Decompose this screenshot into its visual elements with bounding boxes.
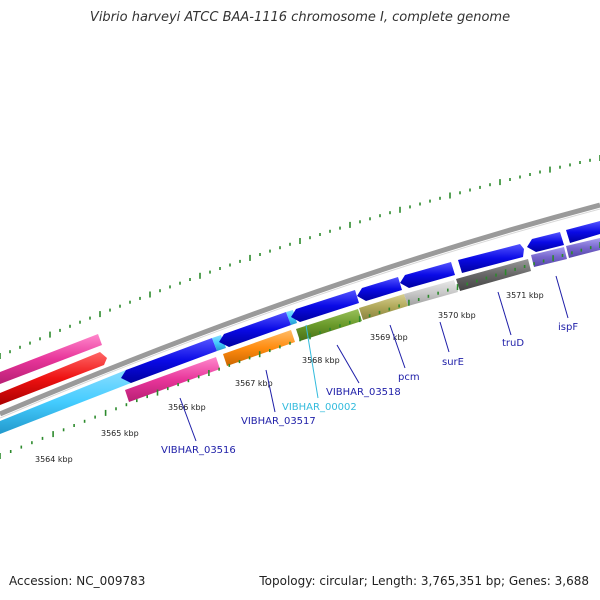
scale-label: 3568 kbp <box>302 356 340 365</box>
cds-blue-1 <box>121 338 217 383</box>
feature-green-vibhar-03518 <box>296 309 362 341</box>
scale-label: 3564 kbp <box>35 455 73 464</box>
map-title: Vibrio harveyi ATCC BAA-1116 chromosome … <box>89 10 511 25</box>
gene-label-leaders <box>179 275 569 442</box>
scale-label: 3570 kbp <box>438 311 476 320</box>
leader-pcm <box>389 324 406 369</box>
scale-label: 3566 kbp <box>168 403 206 412</box>
cds-blue-7 <box>527 232 564 252</box>
gene-label-vibhar-00002[interactable]: VIBHAR_00002 <box>282 402 357 413</box>
gene-labels: VIBHAR_03516 VIBHAR_03517 VIBHAR_00002 V… <box>161 322 578 456</box>
cds-blue-3 <box>291 290 359 322</box>
gene-label-vibhar-03518[interactable]: VIBHAR_03518 <box>326 387 401 398</box>
feature-darkgray-trud <box>456 259 531 291</box>
magenta-feature-outer <box>0 334 102 384</box>
cds-blue-5 <box>400 262 455 288</box>
feature-lightgray-sure <box>404 280 458 306</box>
gene-label-pcm[interactable]: pcm <box>398 372 420 383</box>
cyan-band-1 <box>0 370 131 434</box>
leader-ispf <box>555 275 569 319</box>
cds-blue-2 <box>219 312 291 347</box>
backbone-outer <box>0 202 600 417</box>
leader-vibhar-03518 <box>336 344 360 384</box>
feature-orange-vibhar-03517 <box>223 330 295 366</box>
summary-text: Topology: circular; Length: 3,765,351 bp… <box>259 574 589 588</box>
scale-label: 3565 kbp <box>101 429 139 438</box>
feature-purple-ispf <box>531 247 567 267</box>
gene-label-vibhar-03516[interactable]: VIBHAR_03516 <box>161 445 236 456</box>
gene-label-ispf[interactable]: ispF <box>558 322 578 333</box>
gene-label-sure[interactable]: surE <box>442 357 464 368</box>
cyan-band-3 <box>286 310 297 325</box>
feature-olive-pcm <box>359 294 408 320</box>
cds-blue-8 <box>566 221 600 243</box>
feature-magenta-vibhar-03516 <box>125 357 220 402</box>
backbone-inner <box>0 208 600 419</box>
cds-blue-4 <box>357 277 402 301</box>
inner-scale-ticks <box>0 242 600 459</box>
scale-labels: 3564 kbp 3565 kbp 3566 kbp 3567 kbp 3568… <box>35 291 544 464</box>
outer-feature-band <box>0 334 107 405</box>
red-feature-outer <box>0 352 107 405</box>
feature-purple-next <box>566 238 600 258</box>
scale-label: 3567 kbp <box>235 379 273 388</box>
leader-sure <box>439 321 450 353</box>
leader-trud <box>497 291 512 336</box>
scale-label: 3571 kbp <box>506 291 544 300</box>
outer-scale-ticks <box>0 155 600 359</box>
gene-label-trud[interactable]: truD <box>502 338 524 349</box>
accession-text: Accession: NC_009783 <box>9 574 146 588</box>
scale-label: 3569 kbp <box>370 333 408 342</box>
strand-track <box>0 221 600 434</box>
cds-blue-6 <box>458 244 524 273</box>
leader-vibhar-00002 <box>305 324 319 399</box>
leader-vibhar-03517 <box>265 369 276 413</box>
leader-vibhar-03516 <box>179 397 197 442</box>
gene-label-vibhar-03517[interactable]: VIBHAR_03517 <box>241 416 316 427</box>
feature-track <box>125 238 600 402</box>
